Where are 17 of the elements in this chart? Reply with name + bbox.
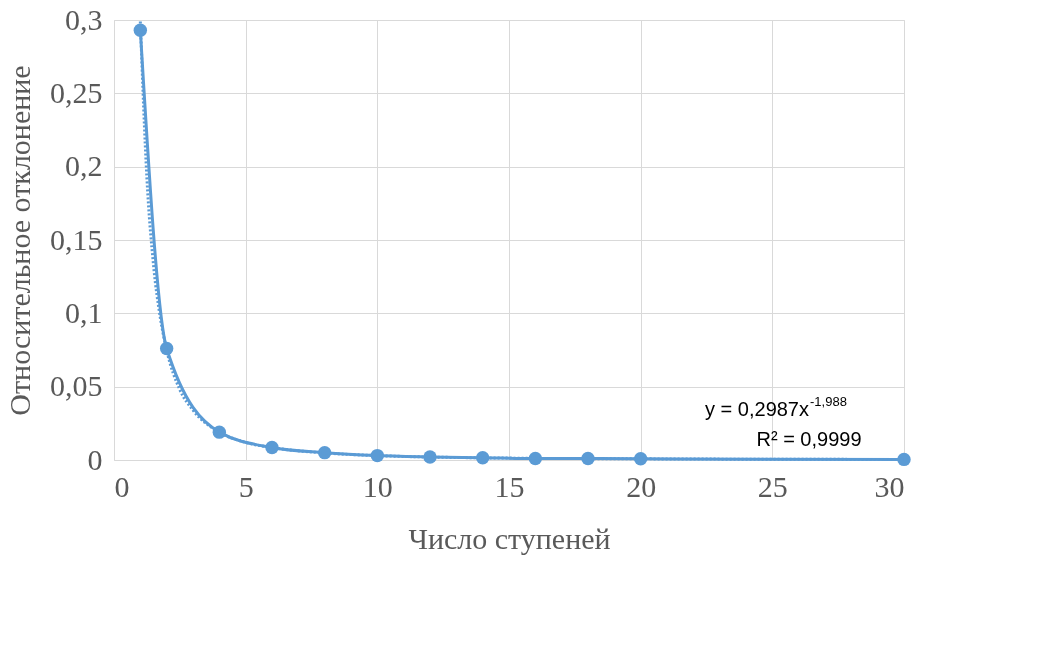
- x-tick-label: 0: [114, 469, 130, 503]
- y-tick-label: 0,3: [65, 2, 103, 36]
- annotation: R² = 0,9999: [756, 428, 862, 450]
- y-axis-title: Относительное отклонение: [3, 65, 36, 416]
- x-axis-title: Число ступеней: [408, 521, 611, 555]
- y-tick-label: 0,15: [50, 222, 103, 256]
- y-tick-label: 0: [87, 442, 103, 476]
- x-tick-label: 5: [238, 469, 254, 503]
- x-tick-label: 15: [494, 469, 525, 503]
- x-tick-label: 10: [362, 469, 393, 503]
- y-tick-label: 0,1: [65, 295, 103, 329]
- x-tick-label: 25: [757, 469, 788, 503]
- x-tick-label: 30: [874, 469, 905, 503]
- x-tick-label: 20: [626, 469, 657, 503]
- y-tick-label: 0,25: [50, 75, 103, 109]
- y-tick-label: 0,05: [50, 369, 103, 403]
- y-tick-label: 0,2: [65, 149, 103, 183]
